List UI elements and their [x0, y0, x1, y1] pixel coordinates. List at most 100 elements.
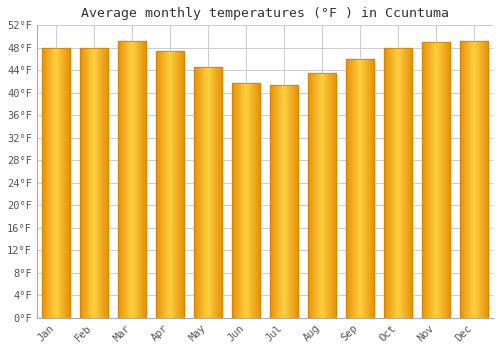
Bar	[122, 41, 123, 318]
Bar	[317, 73, 318, 318]
Bar	[349, 59, 350, 318]
Bar	[447, 42, 448, 318]
Bar	[239, 83, 240, 318]
Bar	[445, 42, 446, 318]
Bar	[464, 41, 465, 318]
Bar	[443, 42, 444, 318]
Bar	[241, 83, 242, 318]
Bar	[480, 41, 481, 318]
Bar	[118, 41, 146, 318]
Bar	[474, 41, 476, 318]
Bar	[357, 59, 358, 318]
Bar	[142, 41, 143, 318]
Bar	[334, 73, 335, 318]
Bar	[295, 85, 296, 318]
Bar	[53, 48, 54, 318]
Bar	[439, 42, 440, 318]
Bar	[220, 68, 221, 318]
Bar	[257, 83, 258, 318]
Bar	[221, 68, 222, 318]
Bar	[312, 73, 313, 318]
Bar	[355, 59, 356, 318]
Bar	[309, 73, 310, 318]
Bar	[326, 73, 327, 318]
Bar	[332, 73, 333, 318]
Bar	[176, 51, 178, 318]
Bar	[279, 85, 280, 318]
Bar	[126, 41, 127, 318]
Bar	[442, 42, 443, 318]
Bar	[48, 48, 49, 318]
Bar	[94, 48, 95, 318]
Bar	[270, 85, 297, 318]
Bar	[106, 48, 107, 318]
Bar	[169, 51, 170, 318]
Bar	[396, 48, 398, 318]
Bar	[429, 42, 430, 318]
Bar	[292, 85, 293, 318]
Bar	[388, 48, 389, 318]
Bar	[216, 68, 217, 318]
Bar	[250, 83, 252, 318]
Bar	[133, 41, 134, 318]
Bar	[407, 48, 408, 318]
Bar	[274, 85, 275, 318]
Bar	[81, 48, 82, 318]
Bar	[161, 51, 162, 318]
Bar	[410, 48, 411, 318]
Bar	[242, 83, 243, 318]
Bar	[426, 42, 427, 318]
Bar	[179, 51, 180, 318]
Bar	[129, 41, 130, 318]
Bar	[398, 48, 400, 318]
Bar	[233, 83, 234, 318]
Bar	[145, 41, 146, 318]
Bar	[422, 42, 423, 318]
Bar	[206, 68, 207, 318]
Bar	[467, 41, 468, 318]
Bar	[348, 59, 349, 318]
Bar	[199, 68, 200, 318]
Bar	[466, 41, 467, 318]
Bar	[102, 48, 104, 318]
Bar	[120, 41, 121, 318]
Bar	[331, 73, 332, 318]
Bar	[56, 48, 57, 318]
Bar	[360, 59, 362, 318]
Bar	[207, 68, 208, 318]
Bar	[290, 85, 291, 318]
Bar	[353, 59, 354, 318]
Bar	[68, 48, 69, 318]
Bar	[83, 48, 84, 318]
Bar	[436, 42, 438, 318]
Bar	[485, 41, 486, 318]
Bar	[308, 73, 336, 318]
Bar	[390, 48, 391, 318]
Bar	[159, 51, 160, 318]
Bar	[160, 51, 161, 318]
Bar	[57, 48, 58, 318]
Bar	[255, 83, 256, 318]
Bar	[107, 48, 108, 318]
Bar	[256, 83, 257, 318]
Bar	[91, 48, 92, 318]
Bar	[356, 59, 357, 318]
Bar	[366, 59, 367, 318]
Bar	[157, 51, 158, 318]
Bar	[194, 68, 222, 318]
Bar	[210, 68, 212, 318]
Bar	[253, 83, 254, 318]
Bar	[236, 83, 237, 318]
Bar	[460, 41, 487, 318]
Bar	[385, 48, 386, 318]
Bar	[232, 83, 233, 318]
Bar	[44, 48, 45, 318]
Bar	[460, 41, 461, 318]
Bar	[286, 85, 288, 318]
Bar	[432, 42, 434, 318]
Bar	[130, 41, 131, 318]
Bar	[470, 41, 472, 318]
Bar	[347, 59, 348, 318]
Bar	[243, 83, 244, 318]
Bar	[333, 73, 334, 318]
